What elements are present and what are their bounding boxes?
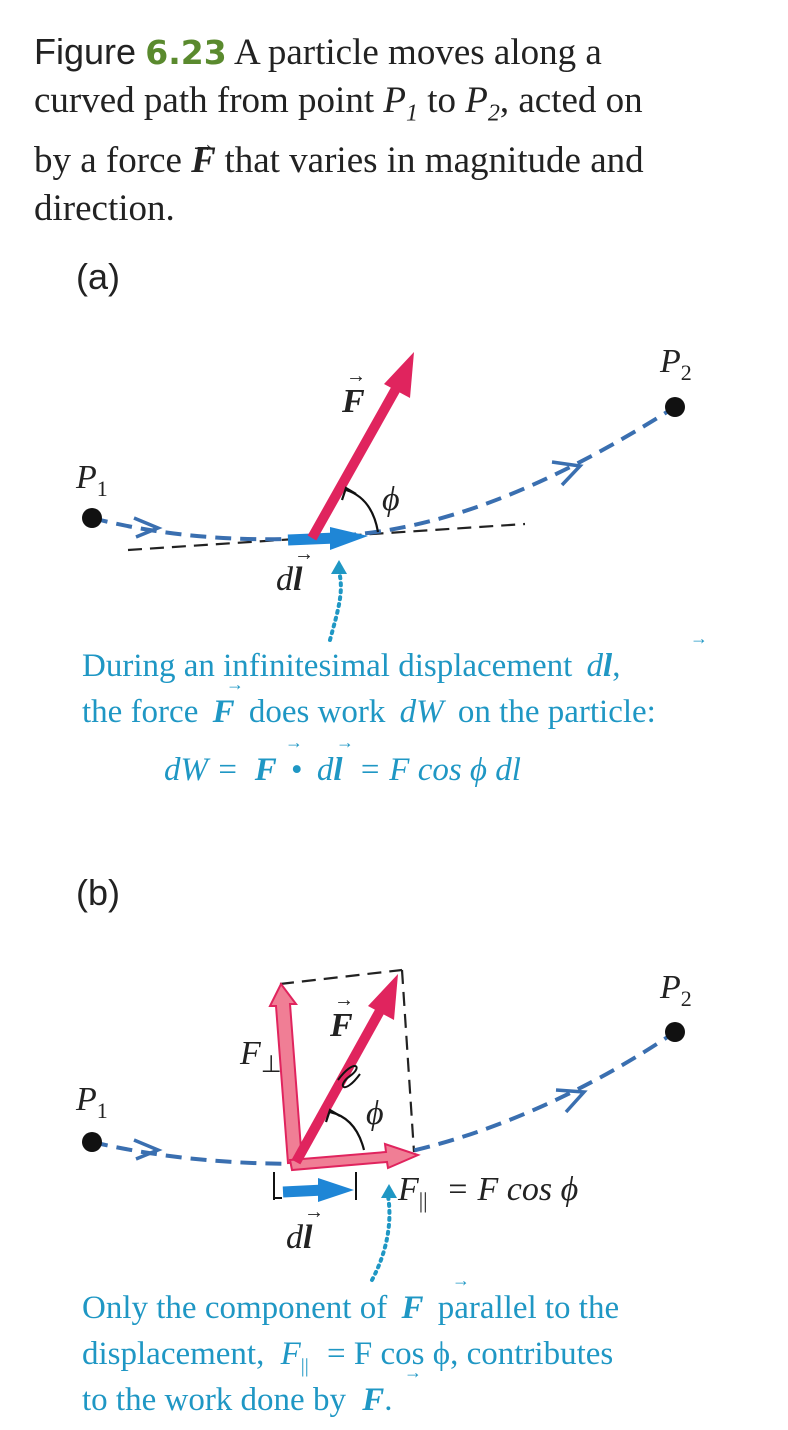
work-equation: dW = F • dl = F cos ϕ dl (164, 752, 521, 788)
point-p2 (665, 397, 685, 417)
panel-b-diagram: P1 P2 F → F⊥ ϕ dl → F|| = F cos ϕ Only t… (75, 968, 692, 1418)
vector-arrow-icon: → (334, 989, 354, 1011)
point-p1 (82, 1132, 102, 1152)
displacement-arrow-shaft (287, 532, 337, 546)
displacement-arrow-head (330, 527, 368, 550)
annotation-b-line3: to the work done by F. (82, 1382, 392, 1418)
point-p1 (82, 508, 102, 528)
annotation-pointer (328, 566, 343, 642)
annotation-b-line2: displacement, F|| = F cos ϕ, contributes (82, 1336, 613, 1380)
vector-arrow-icon: → (226, 674, 244, 694)
label-dl: dl (276, 561, 303, 598)
annotation-a-line1: During an infinitesimal displacement dl, (82, 648, 620, 684)
path-direction-chevron (555, 1088, 588, 1114)
figure-label: Figure (34, 31, 137, 72)
point-p2 (665, 1022, 685, 1042)
force-arrow-head (368, 974, 398, 1020)
displacement-arrow-head (318, 1178, 354, 1202)
force-arrow-shaft (291, 997, 391, 1165)
label-force: F (341, 383, 365, 420)
vector-arrow-icon: → (346, 365, 366, 387)
displacement-arrow-shaft (282, 1184, 325, 1198)
perpendicular-component-arrow (268, 982, 304, 1165)
angle-arc-arrow-icon (340, 486, 357, 501)
figure-number: 6.23 (145, 33, 227, 72)
caption-text-7: direction. (34, 188, 175, 230)
label-p2: P2 (659, 343, 692, 385)
component-dashed-line (400, 969, 416, 1153)
annotation-a-line2: the force F does work dW on the particle… (82, 694, 656, 730)
particle-path (91, 405, 677, 542)
vector-arrow-icon: → (404, 1362, 422, 1382)
caption-force-symbol: F (191, 140, 216, 182)
label-p1: P1 (75, 1081, 108, 1123)
angle-mark-icon (337, 1065, 361, 1088)
vector-arrow-icon: → (193, 131, 216, 157)
vector-arrow-icon: → (452, 1270, 470, 1290)
angle-arc-arrow-icon (324, 1108, 341, 1123)
angle-arc (345, 488, 380, 533)
caption-text-4: , acted on (499, 80, 643, 121)
vector-arrow-icon: → (336, 732, 354, 752)
vector-arrow-icon: → (304, 1201, 324, 1223)
vector-arrow-icon: → (285, 732, 303, 752)
annotation-pointer-tip (381, 1184, 397, 1198)
panel-a-label: (a) (76, 256, 120, 297)
label-force: F (329, 1007, 353, 1044)
caption-text-2: curved path from point (34, 80, 375, 121)
parallel-component-arrow (288, 1142, 421, 1172)
label-dl: dl (286, 1219, 313, 1256)
label-phi: ϕ (382, 481, 400, 518)
panel-b-label: (b) (76, 872, 120, 913)
path-direction-chevron (133, 1138, 163, 1161)
panel-a-diagram: P1 P2 F → ϕ dl → During an infinitesimal… (75, 343, 708, 788)
path-direction-chevron (551, 460, 584, 487)
component-dashed-line (279, 968, 403, 986)
force-arrow-shaft (307, 375, 407, 541)
caption-text-6: that varies in magnitude and (224, 140, 644, 182)
angle-arc (329, 1110, 366, 1151)
force-arrow-head (384, 352, 414, 398)
annotation-b-line1: Only the component of F parallel to the (82, 1290, 619, 1326)
caption-text-1: A particle moves along a (233, 32, 602, 73)
label-phi: ϕ (366, 1095, 384, 1132)
label-f-parallel-equation: F|| = F cos ϕ (397, 1171, 578, 1216)
caption-text-3: to (427, 80, 456, 121)
caption-text-5: by a force (34, 140, 182, 182)
figure-caption: Figure 6.23 A particle moves along a cur… (34, 31, 644, 230)
path-direction-chevron (133, 516, 163, 539)
annotation-pointer-tip (331, 560, 347, 574)
vector-arrow-icon: → (294, 543, 314, 565)
label-p2: P2 (659, 969, 692, 1011)
label-p1: P1 (75, 459, 108, 501)
vector-arrow-icon: → (690, 628, 708, 648)
annotation-pointer (370, 1194, 392, 1282)
label-f-perpendicular: F⊥ (239, 1035, 282, 1078)
